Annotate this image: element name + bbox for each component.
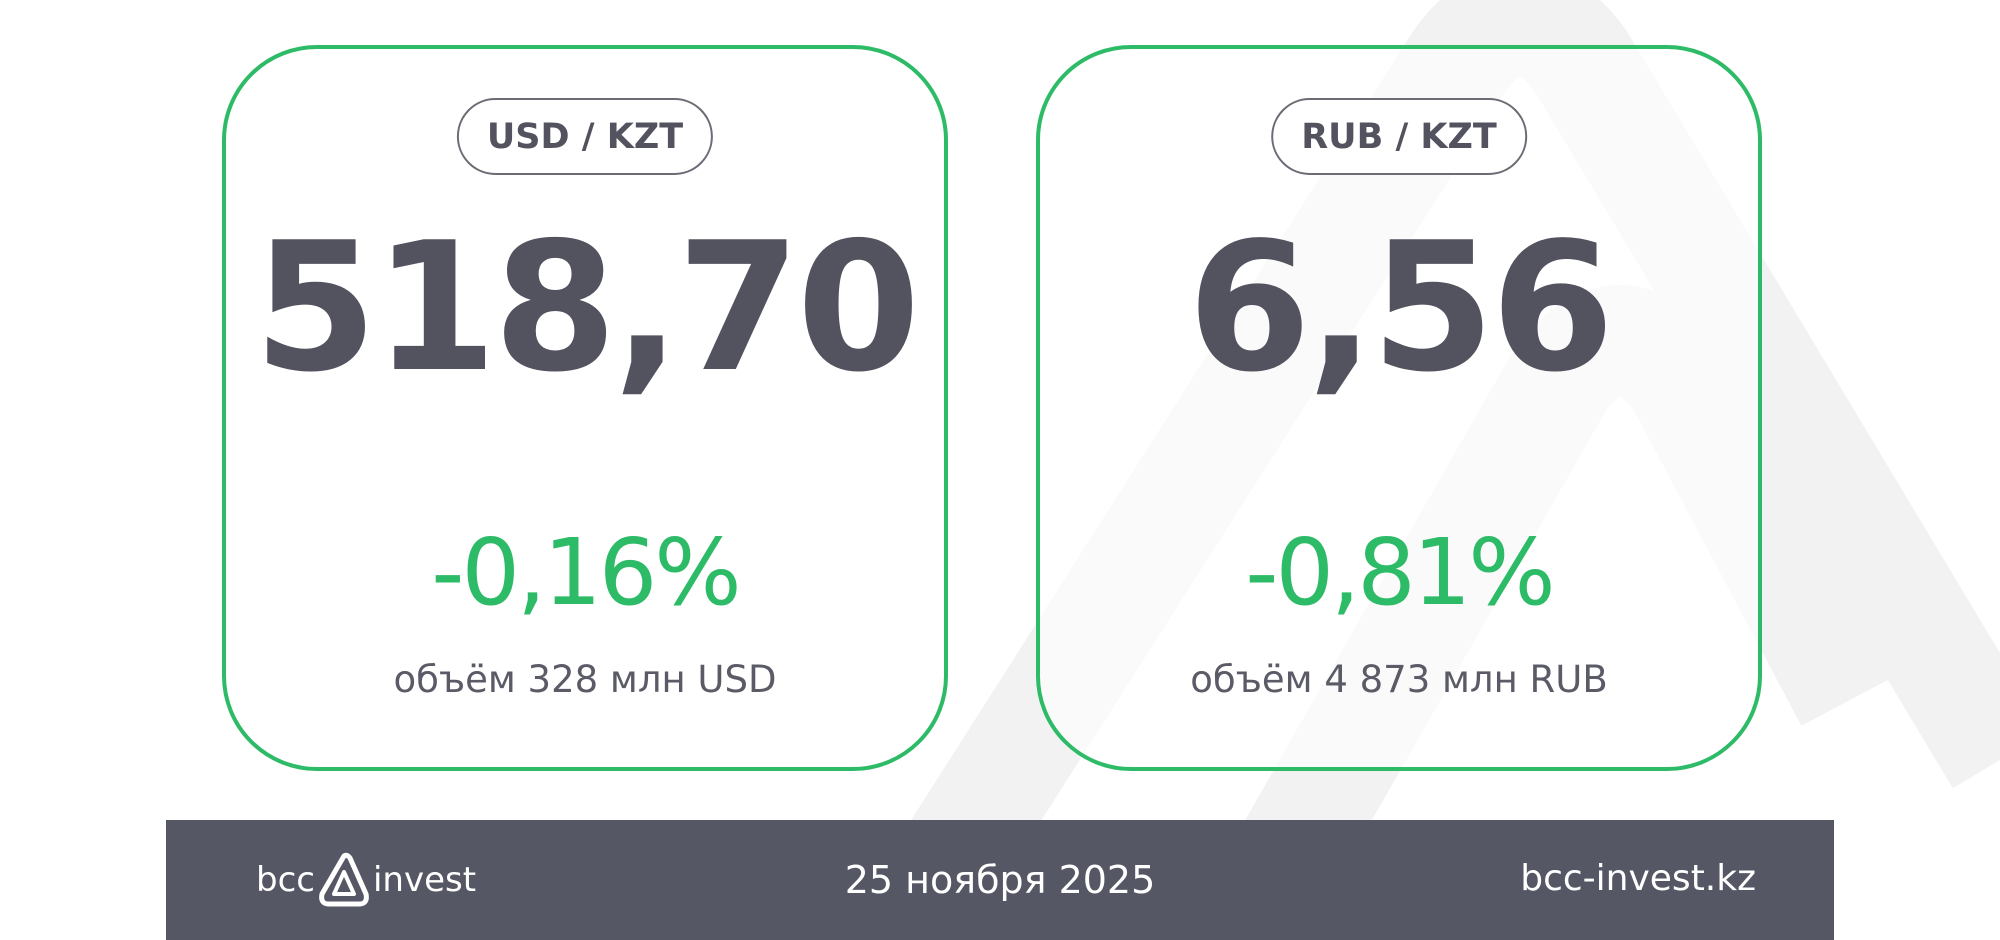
rub-kzt-card: RUB / KZT 6,56 -0,81% объём 4 873 млн RU… <box>1036 45 1762 771</box>
website-link[interactable]: bcc-invest.kz <box>1520 858 1756 899</box>
currency-pair-badge: RUB / KZT <box>1271 98 1527 175</box>
rate-change: -0,16% <box>431 519 741 626</box>
exchange-rate: 518,70 <box>253 204 921 411</box>
exchange-rate: 6,56 <box>1187 204 1614 411</box>
triangle-logo-icon <box>319 852 369 907</box>
rate-change: -0,81% <box>1245 519 1555 626</box>
logo-text-bcc: bcc <box>256 860 315 900</box>
footer-bar: bcc invest 25 ноября 2025 bcc-invest.kz <box>166 820 1834 940</box>
trade-volume: объём 328 млн USD <box>393 658 777 701</box>
bcc-invest-logo: bcc invest <box>256 852 476 908</box>
report-date: 25 ноября 2025 <box>844 858 1156 902</box>
usd-kzt-card: USD / KZT 518,70 -0,16% объём 328 млн US… <box>222 45 948 771</box>
logo-text-invest: invest <box>372 860 477 900</box>
currency-pair-badge: USD / KZT <box>456 98 714 175</box>
trade-volume: объём 4 873 млн RUB <box>1190 658 1608 701</box>
